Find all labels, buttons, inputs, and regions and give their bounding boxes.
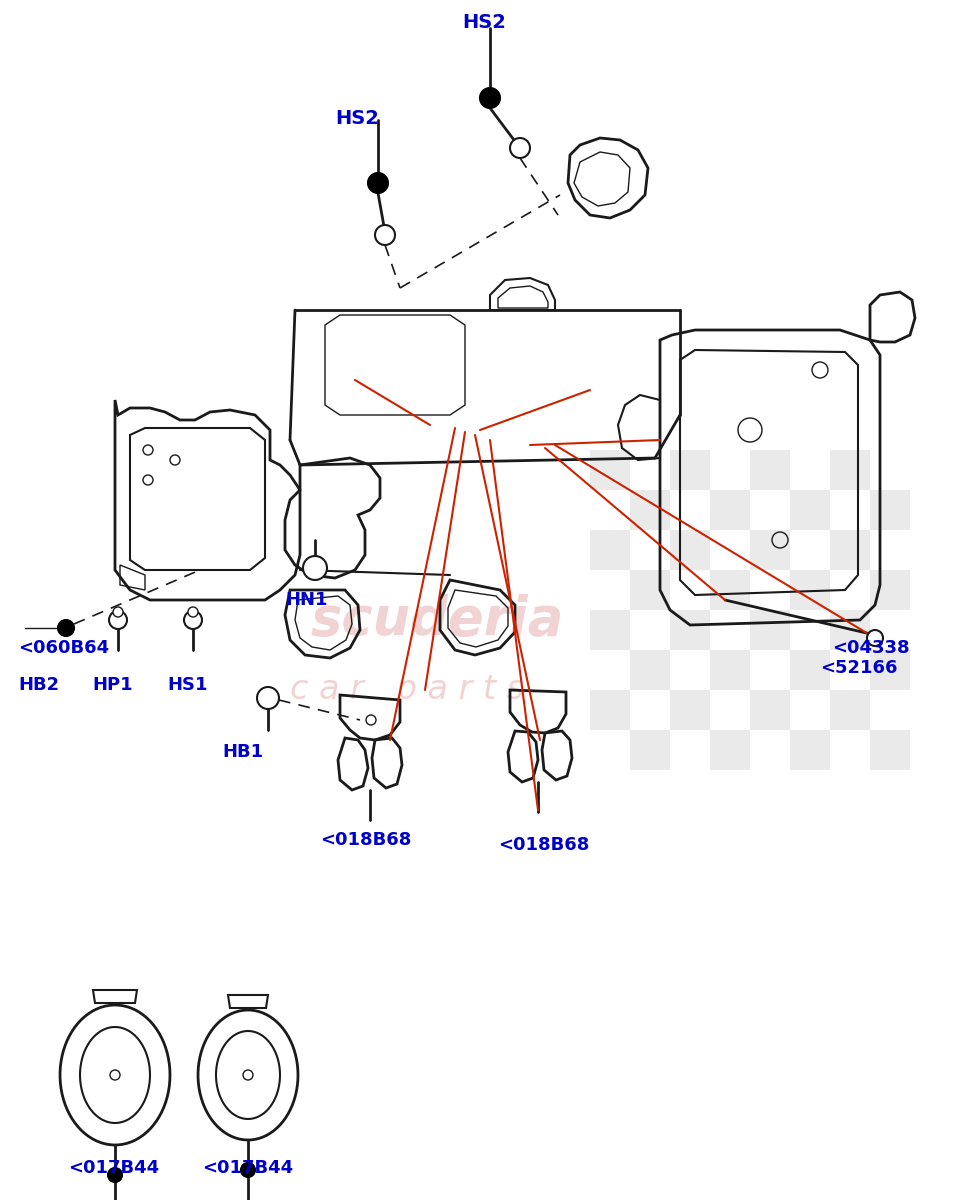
Bar (630, 730, 670, 770)
Bar (630, 570, 670, 610)
Bar (590, 690, 630, 730)
Circle shape (480, 88, 500, 108)
Text: <018B68: <018B68 (320, 830, 411, 850)
Bar (590, 530, 630, 570)
Circle shape (108, 1168, 122, 1182)
Bar (790, 490, 830, 530)
Bar (710, 730, 750, 770)
Text: HP1: HP1 (92, 676, 133, 694)
Bar (710, 490, 750, 530)
Bar (630, 490, 670, 530)
Text: <04338: <04338 (833, 638, 910, 658)
Text: scuderia: scuderia (310, 594, 563, 646)
Bar (750, 610, 790, 650)
Text: <017B44: <017B44 (202, 1159, 293, 1177)
Bar (710, 650, 750, 690)
Text: <018B68: <018B68 (498, 836, 590, 854)
Text: HS2: HS2 (335, 108, 379, 127)
Circle shape (368, 173, 388, 193)
Circle shape (257, 686, 279, 709)
Circle shape (375, 226, 395, 245)
Circle shape (510, 138, 530, 158)
Text: <017B44: <017B44 (68, 1159, 159, 1177)
Text: <52166: <52166 (820, 659, 898, 677)
Text: HS1: HS1 (167, 676, 208, 694)
Bar (790, 650, 830, 690)
Bar (830, 530, 870, 570)
Bar (750, 450, 790, 490)
Bar (870, 650, 910, 690)
Bar (670, 610, 710, 650)
Bar (870, 730, 910, 770)
Bar (750, 530, 790, 570)
Bar (830, 610, 870, 650)
Circle shape (867, 630, 883, 646)
Circle shape (58, 620, 74, 636)
Bar (590, 450, 630, 490)
Bar (830, 450, 870, 490)
Circle shape (184, 611, 202, 629)
Bar (670, 530, 710, 570)
Bar (750, 690, 790, 730)
Circle shape (188, 607, 198, 617)
Text: <060B64: <060B64 (18, 638, 109, 658)
Circle shape (303, 556, 327, 580)
Bar (830, 690, 870, 730)
Text: HN1: HN1 (285, 590, 328, 608)
Bar (710, 570, 750, 610)
Bar (670, 450, 710, 490)
Bar (670, 690, 710, 730)
Text: HB1: HB1 (222, 743, 264, 761)
Bar (870, 570, 910, 610)
Bar (790, 570, 830, 610)
Bar (590, 610, 630, 650)
Circle shape (113, 607, 123, 617)
Circle shape (241, 1163, 255, 1177)
Text: HB2: HB2 (18, 676, 60, 694)
Circle shape (109, 611, 127, 629)
Bar (630, 650, 670, 690)
Text: HS2: HS2 (462, 12, 506, 31)
Bar (870, 490, 910, 530)
Text: c a r   p a r t s: c a r p a r t s (290, 673, 524, 707)
Bar (790, 730, 830, 770)
